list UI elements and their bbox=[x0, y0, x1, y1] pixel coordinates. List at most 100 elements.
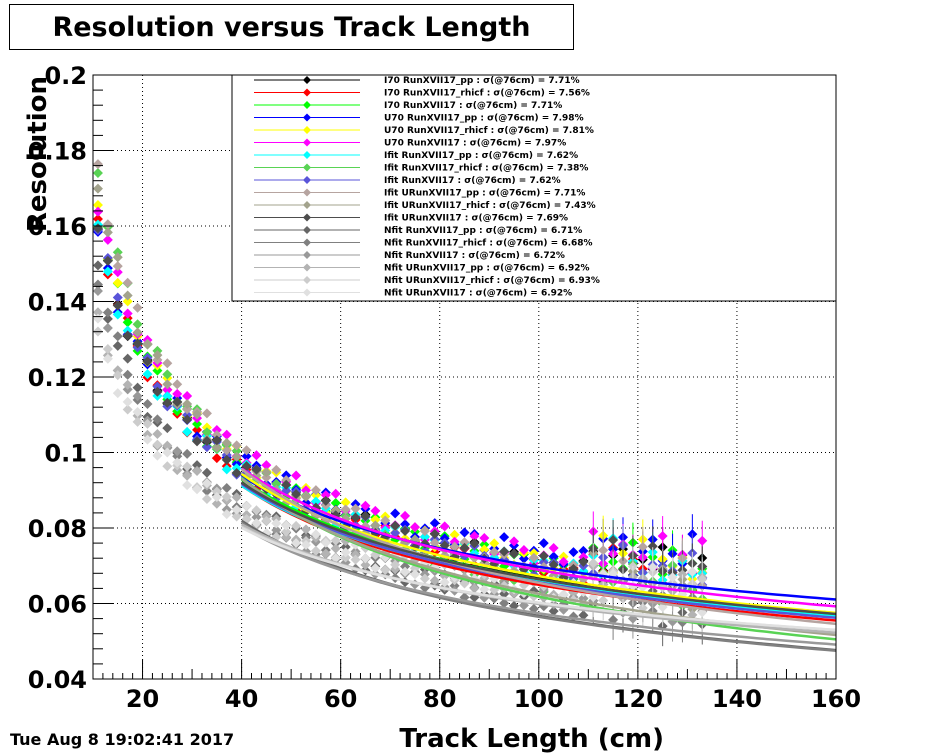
legend-entry: Nfit URunXVII17 : σ(@76cm) = 6.92% bbox=[384, 289, 572, 299]
data-point bbox=[429, 575, 440, 586]
data-point bbox=[221, 445, 232, 456]
data-point bbox=[261, 472, 272, 483]
data-point bbox=[300, 524, 311, 535]
data-point bbox=[102, 255, 113, 266]
data-point bbox=[350, 503, 361, 514]
x-tick-label: 20 bbox=[126, 685, 159, 713]
x-tick-label: 80 bbox=[423, 685, 456, 713]
data-point bbox=[132, 338, 143, 349]
data-point bbox=[92, 206, 103, 217]
data-point bbox=[201, 493, 212, 504]
data-point bbox=[112, 267, 123, 278]
data-point bbox=[340, 547, 351, 558]
data-point bbox=[370, 563, 381, 574]
data-point bbox=[479, 584, 490, 595]
data-point bbox=[211, 498, 222, 509]
data-point bbox=[657, 531, 668, 542]
legend-entry: U70 RunXVII17_pp : σ(@76cm) = 7.98% bbox=[384, 114, 584, 124]
data-point bbox=[271, 518, 282, 529]
legend-marker bbox=[303, 213, 311, 222]
legend-entry: U70 RunXVII17_rhicf : σ(@76cm) = 7.81% bbox=[384, 126, 594, 136]
data-point bbox=[112, 252, 123, 263]
data-point bbox=[647, 562, 658, 573]
data-point bbox=[370, 505, 381, 516]
data-point bbox=[667, 572, 678, 583]
data-point bbox=[231, 492, 242, 503]
data-point bbox=[469, 538, 480, 549]
data-point bbox=[697, 574, 708, 585]
data-point bbox=[92, 279, 103, 290]
data-point bbox=[251, 518, 262, 529]
data-point bbox=[221, 464, 232, 475]
data-point bbox=[608, 534, 619, 545]
data-point bbox=[489, 538, 500, 549]
legend-entry: Nfit RunXVII17 : σ(@76cm) = 6.72% bbox=[384, 251, 565, 261]
data-point bbox=[152, 450, 163, 461]
data-point bbox=[122, 308, 133, 319]
data-point bbox=[211, 453, 222, 464]
data-point bbox=[162, 461, 173, 472]
data-point bbox=[152, 365, 163, 376]
data-point bbox=[231, 440, 242, 451]
legend-entry: Nfit RunXVII17_pp : σ(@76cm) = 6.71% bbox=[384, 226, 582, 236]
data-point bbox=[92, 213, 103, 224]
y-tick-label: 0.16 bbox=[28, 213, 87, 241]
data-point bbox=[182, 470, 193, 481]
data-point bbox=[251, 505, 262, 516]
data-point bbox=[122, 290, 133, 301]
data-point bbox=[598, 595, 609, 606]
data-point bbox=[182, 404, 193, 415]
data-point bbox=[122, 317, 133, 328]
data-point bbox=[241, 501, 252, 512]
data-point bbox=[112, 300, 123, 311]
data-point bbox=[360, 560, 371, 571]
data-point bbox=[400, 566, 411, 577]
y-tick-label: 0.14 bbox=[28, 289, 87, 317]
data-point bbox=[211, 442, 222, 453]
data-point bbox=[112, 331, 123, 342]
data-point bbox=[637, 541, 648, 552]
data-point bbox=[192, 460, 203, 471]
data-point bbox=[162, 423, 173, 434]
data-point bbox=[439, 521, 450, 532]
data-point bbox=[241, 451, 252, 462]
data-point bbox=[112, 309, 123, 320]
data-point bbox=[192, 484, 203, 495]
data-point bbox=[330, 543, 341, 554]
y-tick-label: 0.1 bbox=[44, 440, 87, 468]
data-point bbox=[360, 553, 371, 564]
data-point bbox=[360, 500, 371, 511]
data-point bbox=[162, 397, 173, 408]
data-point bbox=[578, 556, 589, 567]
data-point bbox=[350, 554, 361, 565]
data-point bbox=[201, 427, 212, 438]
data-point bbox=[211, 491, 222, 502]
legend-entry: Ifit URunXVII17_pp : σ(@76cm) = 7.71% bbox=[384, 189, 585, 199]
data-point bbox=[211, 435, 222, 446]
data-point bbox=[370, 514, 381, 525]
data-point bbox=[489, 546, 500, 557]
data-point bbox=[291, 470, 302, 481]
data-point bbox=[330, 535, 341, 546]
data-point bbox=[400, 510, 411, 521]
data-point bbox=[102, 343, 113, 354]
data-point bbox=[122, 379, 133, 390]
data-point bbox=[449, 529, 460, 540]
timestamp: Tue Aug 8 19:02:41 2017 bbox=[10, 730, 235, 749]
data-point bbox=[390, 520, 401, 531]
data-point bbox=[469, 583, 480, 594]
data-point bbox=[162, 379, 173, 390]
legend-entry: Ifit RunXVII17 : σ(@76cm) = 7.62% bbox=[384, 176, 561, 186]
data-point bbox=[162, 358, 173, 369]
data-point bbox=[241, 445, 252, 456]
data-point bbox=[102, 227, 113, 238]
data-point bbox=[578, 545, 589, 556]
data-point bbox=[538, 550, 549, 561]
data-point bbox=[102, 313, 113, 324]
data-point bbox=[518, 545, 529, 556]
data-point bbox=[231, 445, 242, 456]
data-point bbox=[271, 478, 282, 489]
fit-curve bbox=[241, 526, 837, 632]
y-tick-label: 0.18 bbox=[28, 138, 87, 166]
